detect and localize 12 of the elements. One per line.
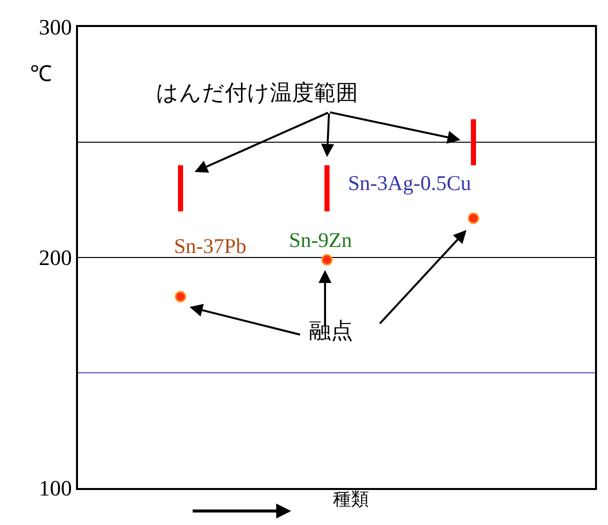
point (321, 254, 333, 266)
point (174, 290, 186, 302)
x-axis-title: 種類 (333, 489, 369, 509)
x-tick-label: Sn-3Ag-0.5Cu (348, 171, 472, 195)
y-tick-label: 100 (38, 476, 72, 501)
x-tick-label: Sn-9Zn (289, 228, 352, 252)
x-tick-label: Sn-37Pb (174, 234, 246, 258)
y-tick-label: 200 (38, 245, 72, 270)
annotation: はんだ付け温度範囲 (156, 80, 358, 105)
y-axis-title: ℃ (30, 61, 52, 86)
point (468, 212, 480, 224)
y-tick-label: 300 (38, 14, 72, 40)
